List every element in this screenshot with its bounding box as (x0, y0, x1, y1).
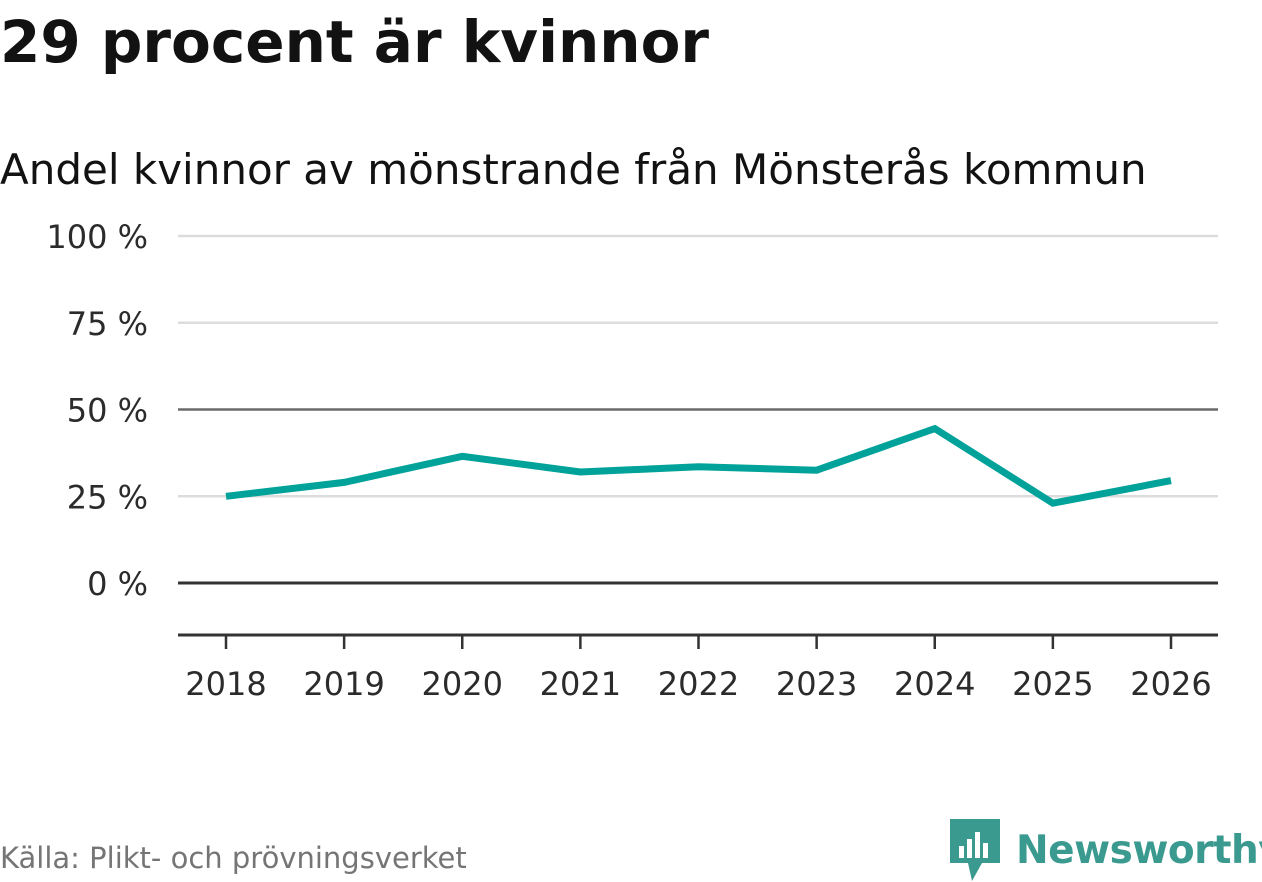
x-tick-label-2024: 2024 (894, 665, 975, 703)
x-tick-label-2025: 2025 (1012, 665, 1093, 703)
y-tick-label-100: 100 % (46, 218, 148, 256)
brand-logo: Newsworthy (950, 818, 1262, 882)
x-tick-label-2019: 2019 (303, 665, 384, 703)
y-tick-label-75: 75 % (67, 305, 148, 343)
y-tick-label-50: 50 % (67, 392, 148, 430)
brand-name: Newsworthy (1016, 827, 1262, 873)
x-tick-label-2022: 2022 (658, 665, 739, 703)
newsworthy-logo-icon (950, 819, 1000, 881)
x-tick-label-2023: 2023 (776, 665, 857, 703)
x-tick-label-2026: 2026 (1130, 665, 1211, 703)
y-tick-label-0: 0 % (87, 565, 148, 603)
x-tick-label-2020: 2020 (422, 665, 503, 703)
chart-subtitle: Andel kvinnor av mönstrande från Mönster… (0, 145, 1147, 194)
source-note: Källa: Plikt- och prövningsverket (0, 841, 467, 875)
y-tick-label-25: 25 % (67, 478, 148, 516)
chart-title: 29 procent är kvinnor (0, 8, 710, 76)
x-tick-label-2018: 2018 (185, 665, 266, 703)
x-tick-label-2021: 2021 (540, 665, 621, 703)
series-line-0 (225, 424, 1172, 507)
